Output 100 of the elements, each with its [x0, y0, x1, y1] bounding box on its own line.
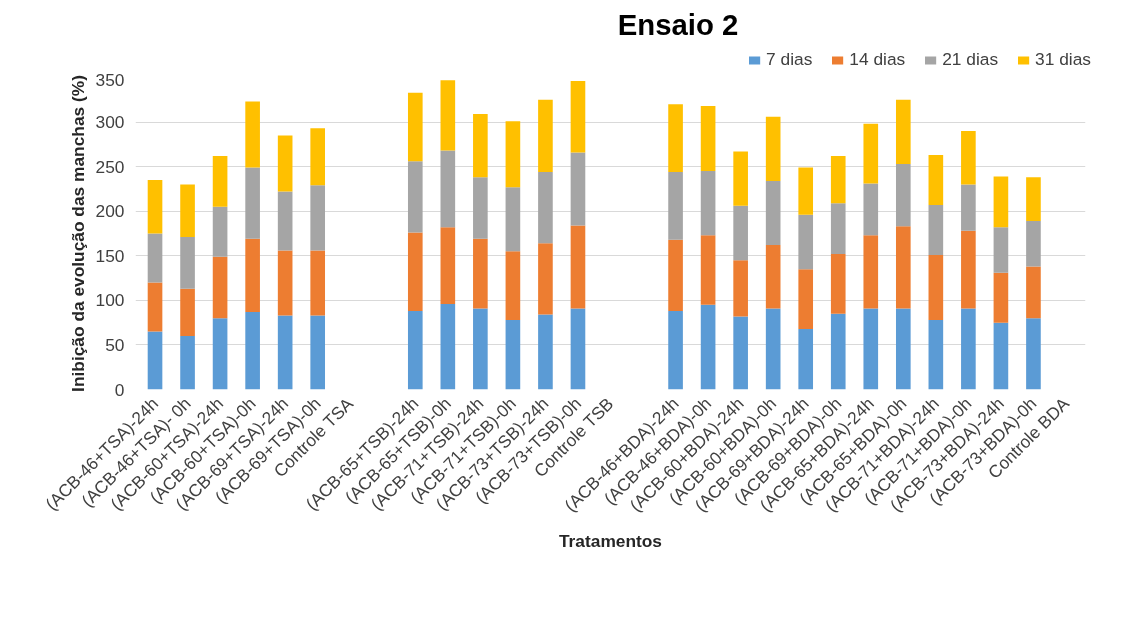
bar	[212, 318, 228, 390]
bar	[538, 99, 553, 172]
bar	[961, 230, 976, 309]
bar	[407, 161, 423, 233]
x-axis-title: Tratamentos	[558, 530, 663, 551]
bar	[440, 150, 456, 228]
bar	[473, 177, 488, 239]
y-tick-label: 100	[95, 290, 125, 311]
y-tick-label: 350	[95, 69, 125, 90]
bar	[538, 243, 553, 315]
bar	[798, 328, 814, 390]
bar	[505, 187, 521, 252]
bar	[895, 308, 911, 390]
y-tick-label: 50	[105, 334, 125, 355]
bar	[245, 101, 260, 168]
bar	[473, 308, 488, 390]
bar	[993, 322, 1009, 390]
y-tick-label: 250	[95, 156, 125, 177]
bar	[668, 104, 683, 172]
bar	[961, 130, 976, 185]
y-tick-label: 200	[95, 201, 125, 222]
bar	[668, 171, 683, 240]
legend-label: 31 dias	[1035, 49, 1091, 70]
bar	[1026, 266, 1041, 319]
bar	[440, 303, 456, 390]
legend-label: 7 dias	[766, 49, 813, 70]
bar	[147, 233, 163, 283]
bar	[407, 92, 423, 162]
bar	[277, 315, 293, 390]
bar	[538, 171, 553, 244]
bar	[733, 316, 748, 390]
bar	[245, 167, 260, 239]
y-tick-label: 300	[95, 112, 125, 133]
bar	[505, 319, 521, 390]
bar	[1026, 221, 1041, 267]
bar	[830, 313, 846, 390]
bar	[505, 251, 521, 320]
bar	[863, 183, 879, 236]
bar	[798, 167, 814, 215]
bar	[733, 205, 748, 261]
bar	[570, 225, 586, 309]
bar	[245, 238, 260, 312]
bar	[180, 288, 195, 337]
bar	[407, 311, 423, 390]
bar	[993, 176, 1009, 228]
bar	[473, 238, 488, 309]
bar	[277, 135, 293, 192]
bar	[961, 308, 976, 390]
bar	[440, 80, 456, 151]
bar	[668, 311, 683, 390]
bar	[700, 235, 716, 305]
bar	[180, 237, 195, 289]
bar	[212, 206, 228, 257]
bar	[505, 121, 521, 188]
bar	[765, 116, 781, 181]
bar	[961, 184, 976, 231]
y-tick-label: 0	[114, 379, 125, 400]
legend-label: 21 dias	[942, 49, 999, 70]
bar	[1026, 318, 1041, 390]
bar	[895, 99, 911, 164]
bar	[245, 311, 260, 390]
bar	[863, 123, 879, 184]
bar	[863, 235, 879, 309]
bar	[212, 155, 228, 207]
bar	[440, 227, 456, 304]
bar	[570, 308, 586, 390]
bar	[700, 171, 716, 236]
bar	[407, 232, 423, 312]
chart-title: Ensaio 2	[617, 7, 739, 41]
bar	[147, 331, 163, 390]
bar	[928, 155, 944, 205]
bar	[180, 184, 195, 238]
bar	[310, 250, 326, 316]
bar	[798, 269, 814, 329]
bar	[895, 226, 911, 309]
bar	[1026, 177, 1041, 222]
legend-label: 14 dias	[849, 49, 906, 70]
bar	[830, 254, 846, 314]
bar	[212, 256, 228, 319]
bar	[765, 308, 781, 390]
bar	[993, 227, 1009, 273]
bar	[277, 191, 293, 251]
bar	[798, 214, 814, 270]
y-tick-label: 150	[95, 245, 125, 266]
bar	[993, 272, 1009, 323]
bar	[928, 319, 944, 390]
bar	[928, 204, 944, 255]
bar	[863, 308, 879, 390]
bar	[765, 180, 781, 246]
bar	[570, 152, 586, 226]
bar	[733, 151, 748, 206]
bar	[700, 106, 716, 172]
bar	[310, 128, 326, 186]
bar	[830, 155, 846, 204]
bar	[733, 260, 748, 317]
bar	[310, 185, 326, 251]
bar	[310, 315, 326, 390]
bar	[928, 254, 944, 320]
bar	[895, 163, 911, 227]
bar	[538, 314, 553, 390]
